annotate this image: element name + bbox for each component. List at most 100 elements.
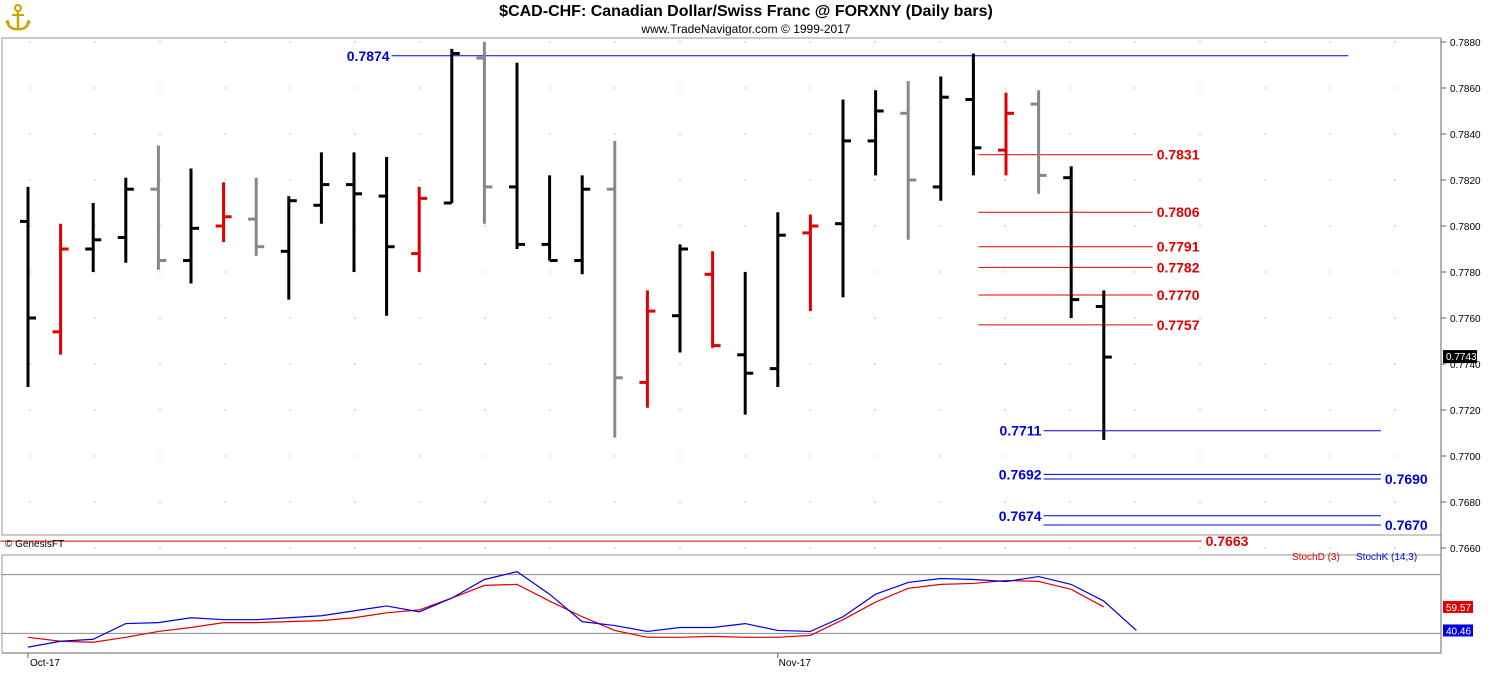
grid-dot <box>1199 547 1201 549</box>
grid-dot <box>1329 87 1331 89</box>
grid-dot <box>289 363 291 365</box>
grid-dot <box>94 87 96 89</box>
grid-dot <box>939 41 941 43</box>
stoch-value-label: 59.57 <box>1446 603 1471 614</box>
level-label: 0.7806 <box>1157 204 1200 220</box>
grid-dot <box>1264 363 1266 365</box>
grid-dot <box>354 501 356 503</box>
grid-dot <box>29 133 31 135</box>
grid-dot <box>549 363 551 365</box>
grid-dot <box>29 179 31 181</box>
grid-dot <box>549 547 551 549</box>
grid-dot <box>1134 271 1136 273</box>
grid-dot <box>289 455 291 457</box>
grid-dot <box>939 363 941 365</box>
grid-dot <box>354 133 356 135</box>
grid-dot <box>874 455 876 457</box>
grid-dot <box>874 41 876 43</box>
grid-dot <box>1069 41 1071 43</box>
chart-title: $CAD-CHF: Canadian Dollar/Swiss Franc @ … <box>499 3 993 20</box>
y-tick-label: 0.7700 <box>1450 452 1481 463</box>
y-tick-label: 0.7720 <box>1450 406 1481 417</box>
last-price-label: 0.7743 <box>1446 352 1477 363</box>
grid-dot <box>29 547 31 549</box>
grid-dot <box>354 455 356 457</box>
grid-dot <box>29 363 31 365</box>
grid-dot <box>1264 317 1266 319</box>
grid-dot <box>1004 87 1006 89</box>
grid-dot <box>419 87 421 89</box>
grid-dot <box>1264 41 1266 43</box>
grid-dot <box>1264 133 1266 135</box>
grid-dot <box>1004 547 1006 549</box>
grid-dot <box>1004 455 1006 457</box>
grid-dot <box>1004 409 1006 411</box>
grid-dot <box>1329 501 1331 503</box>
grid-dot <box>94 547 96 549</box>
grid-dot <box>614 133 616 135</box>
grid-dot <box>1264 501 1266 503</box>
stoch-legend-label: StochK (14,3) <box>1356 552 1417 563</box>
grid-dot <box>354 317 356 319</box>
grid-dot <box>614 455 616 457</box>
grid-dot <box>354 363 356 365</box>
grid-dot <box>679 363 681 365</box>
axis-labels: 0.7880 0.7860 0.7840 0.7820 0.7800 0.7780 0.77… <box>27 38 1481 669</box>
grid-dot <box>744 133 746 135</box>
grid-dot <box>1329 179 1331 181</box>
grid-dot <box>29 225 31 227</box>
grid-dot <box>224 317 226 319</box>
grid-dot <box>289 409 291 411</box>
grid-dot <box>484 363 486 365</box>
grid-dot <box>1394 455 1396 457</box>
grid-dot <box>159 363 161 365</box>
grid-dot <box>1199 317 1201 319</box>
grid-dot <box>1199 179 1201 181</box>
grid-dot <box>809 455 811 457</box>
grid-dot <box>224 271 226 273</box>
grid-dot <box>419 317 421 319</box>
grid-dot <box>1394 271 1396 273</box>
grid-dot <box>1069 363 1071 365</box>
grid-dot <box>419 409 421 411</box>
grid-dot <box>1394 179 1396 181</box>
grid-dot <box>224 455 226 457</box>
stoch-panel-frame <box>1 554 1442 654</box>
grid-dot <box>1394 547 1396 549</box>
grid-dot <box>874 501 876 503</box>
grid-dot <box>1134 501 1136 503</box>
grid-dot <box>224 363 226 365</box>
grid-dot <box>159 133 161 135</box>
grid-dot <box>484 455 486 457</box>
anchor-logo-icon <box>5 4 31 31</box>
y-tick-label: 0.7820 <box>1450 176 1481 187</box>
grid-dot <box>939 501 941 503</box>
grid-dot <box>679 501 681 503</box>
grid-dot <box>744 455 746 457</box>
stoch-legend-label: StochD (3) <box>1292 552 1340 563</box>
y-tick-label: 0.7660 <box>1450 544 1481 555</box>
grid-dot <box>1264 179 1266 181</box>
grid-dot <box>419 547 421 549</box>
grid-dot <box>1004 363 1006 365</box>
grid-dot <box>484 317 486 319</box>
grid-dot <box>679 225 681 227</box>
grid-dot <box>1264 455 1266 457</box>
x-tick-label: Oct-17 <box>30 658 60 669</box>
grid-dot <box>224 547 226 549</box>
grid-dot <box>484 409 486 411</box>
grid-dot <box>159 41 161 43</box>
grid-dot <box>1329 133 1331 135</box>
grid-dot <box>289 41 291 43</box>
grid-dot <box>614 547 616 549</box>
chart-header: $CAD-CHF: Canadian Dollar/Swiss Franc @ … <box>0 0 1492 38</box>
grid-dot <box>1329 409 1331 411</box>
grid-dot <box>484 225 486 227</box>
grid-dot <box>354 41 356 43</box>
stoch-series-line <box>27 571 1137 648</box>
grid-dot <box>1134 317 1136 319</box>
grid-dot <box>94 133 96 135</box>
grid-dot <box>224 409 226 411</box>
grid-dot <box>1134 133 1136 135</box>
